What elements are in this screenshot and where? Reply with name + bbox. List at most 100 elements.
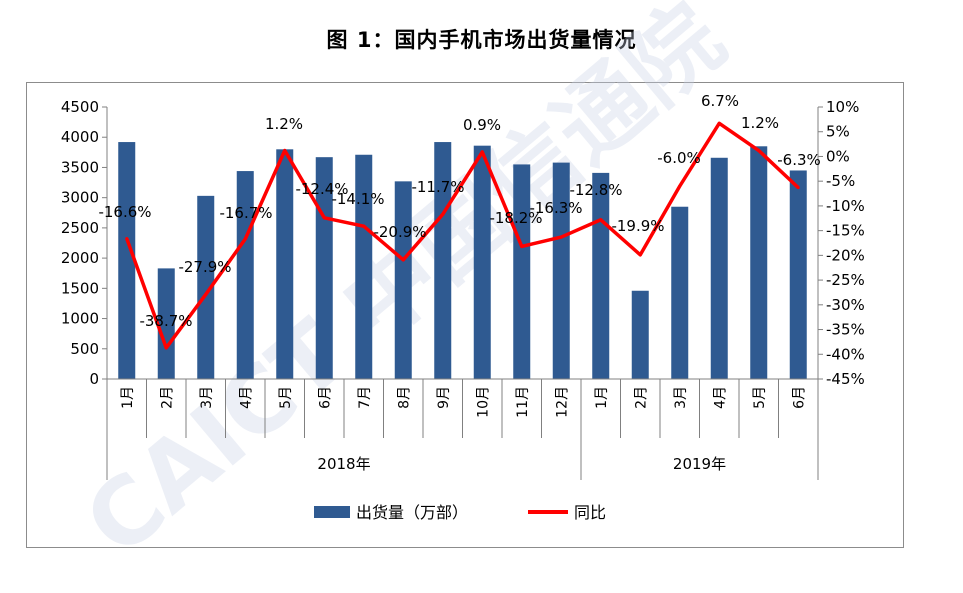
right-axis-tick-label: -5% bbox=[826, 172, 855, 190]
x-tick-label: 8月 bbox=[396, 386, 412, 409]
left-axis-tick-label: 4500 bbox=[61, 98, 99, 116]
left-axis-tick-label: 2000 bbox=[61, 249, 99, 267]
x-tick-label: 5月 bbox=[278, 386, 294, 409]
data-label-yoy: 0.9% bbox=[463, 116, 501, 134]
x-tick-label: 3月 bbox=[673, 386, 689, 409]
left-axis-tick-label: 500 bbox=[70, 340, 99, 358]
left-axis-tick-label: 4000 bbox=[61, 128, 99, 146]
legend-label-shipment: 出货量（万部） bbox=[356, 503, 468, 522]
bar-shipment bbox=[552, 162, 570, 379]
line-point bbox=[401, 258, 405, 262]
line-point bbox=[757, 149, 761, 153]
x-tick-label: 7月 bbox=[357, 386, 373, 409]
data-label-yoy: -19.9% bbox=[611, 217, 664, 235]
bar-shipment bbox=[631, 290, 649, 379]
right-axis-tick-label: -30% bbox=[826, 296, 865, 314]
right-axis-tick-label: 5% bbox=[826, 123, 850, 141]
x-tick-label: 12月 bbox=[554, 386, 570, 418]
bar-shipment bbox=[197, 195, 215, 379]
right-axis-tick-label: 0% bbox=[826, 147, 850, 165]
legend-swatch-shipment bbox=[314, 506, 350, 518]
x-tick-label: 10月 bbox=[475, 386, 491, 418]
x-tick-label: 6月 bbox=[317, 386, 333, 409]
left-axis-tick-label: 3500 bbox=[61, 158, 99, 176]
right-axis-tick-label: -15% bbox=[826, 222, 865, 240]
line-point bbox=[441, 212, 445, 216]
x-tick-label: 9月 bbox=[436, 386, 452, 409]
bar-shipment bbox=[118, 142, 136, 379]
x-tick-label: 4月 bbox=[712, 386, 728, 409]
line-point bbox=[599, 218, 603, 222]
left-axis-tick-label: 0 bbox=[89, 370, 99, 388]
line-point bbox=[480, 150, 484, 154]
left-axis-tick-label: 1000 bbox=[61, 310, 99, 328]
left-axis-tick-label: 2500 bbox=[61, 219, 99, 237]
left-axis-tick-label: 3000 bbox=[61, 189, 99, 207]
data-label-yoy: -16.7% bbox=[219, 204, 272, 222]
right-axis-tick-label: -25% bbox=[826, 271, 865, 289]
x-tick-label: 2月 bbox=[633, 386, 649, 409]
x-tick-label: 11月 bbox=[515, 386, 531, 418]
line-point bbox=[678, 184, 682, 188]
x-tick-label: 4月 bbox=[238, 386, 254, 409]
right-axis-tick-label: -45% bbox=[826, 370, 865, 388]
data-label-yoy: -12.4% bbox=[295, 180, 348, 198]
data-label-yoy: -6.3% bbox=[777, 151, 821, 169]
data-label-yoy: 6.7% bbox=[701, 92, 739, 110]
line-point bbox=[283, 149, 287, 153]
line-point bbox=[322, 216, 326, 220]
line-point bbox=[362, 224, 366, 228]
data-label-yoy: -27.9% bbox=[178, 258, 231, 276]
right-axis-tick-label: -35% bbox=[826, 321, 865, 339]
data-label-yoy: 1.2% bbox=[741, 114, 779, 132]
line-yoy bbox=[125, 121, 800, 350]
x-group-label: 2018年 bbox=[317, 455, 370, 473]
data-label-yoy: -16.3% bbox=[529, 199, 582, 217]
right-axis-tick-label: 10% bbox=[826, 98, 859, 116]
bar-shipment bbox=[236, 171, 254, 379]
line-point bbox=[796, 186, 800, 190]
bar-shipment bbox=[157, 268, 175, 379]
bar-shipment bbox=[592, 172, 610, 379]
bar-shipment bbox=[394, 181, 412, 379]
line-point bbox=[125, 237, 129, 241]
legend-label-yoy: 同比 bbox=[574, 503, 606, 522]
chart-title: 图 1：国内手机市场出货量情况 bbox=[326, 28, 637, 52]
data-label-yoy: -12.8% bbox=[569, 181, 622, 199]
right-axis-tick-label: -20% bbox=[826, 246, 865, 264]
bar-shipment bbox=[710, 157, 728, 379]
left-axis-tick-label: 1500 bbox=[61, 279, 99, 297]
line-point bbox=[243, 237, 247, 241]
data-label-yoy: -18.2% bbox=[489, 209, 542, 227]
line-point bbox=[717, 121, 721, 125]
bar-shipment bbox=[671, 206, 689, 379]
data-label-yoy: -38.7% bbox=[139, 312, 192, 330]
data-label-yoy: -6.0% bbox=[657, 149, 701, 167]
bar-shipment bbox=[355, 154, 373, 379]
bar-shipment bbox=[750, 146, 768, 379]
x-group-label: 2019年 bbox=[673, 455, 726, 473]
bar-shipment bbox=[434, 142, 452, 379]
x-tick-label: 3月 bbox=[199, 386, 215, 409]
bar-shipment bbox=[473, 145, 491, 379]
data-label-yoy: -11.7% bbox=[411, 178, 464, 196]
right-axis-tick-label: -10% bbox=[826, 197, 865, 215]
line-point bbox=[204, 292, 208, 296]
data-label-yoy: -14.1% bbox=[331, 190, 384, 208]
x-tick-label: 1月 bbox=[120, 386, 136, 409]
data-label-yoy: -20.9% bbox=[373, 223, 426, 241]
x-tick-label: 6月 bbox=[791, 386, 807, 409]
line-point bbox=[638, 253, 642, 257]
x-tick-label: 5月 bbox=[752, 386, 768, 409]
bar-shipment bbox=[276, 149, 294, 379]
line-point bbox=[520, 244, 524, 248]
bar-shipment bbox=[513, 164, 531, 379]
bar-shipment bbox=[789, 170, 807, 379]
chart-frame bbox=[26, 82, 904, 548]
line-point bbox=[164, 346, 168, 350]
x-tick-label: 2月 bbox=[159, 386, 175, 409]
x-tick-label: 1月 bbox=[594, 386, 610, 409]
right-axis-tick-label: -40% bbox=[826, 345, 865, 363]
line-point bbox=[559, 235, 563, 239]
